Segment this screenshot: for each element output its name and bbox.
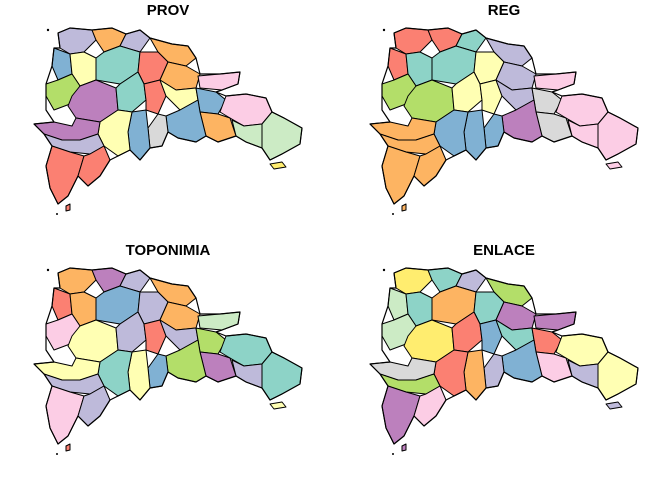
map-toponimia: [33, 267, 303, 455]
province-p18: [261, 111, 303, 161]
panel-prov: PROV: [0, 0, 336, 240]
province-group: [369, 267, 639, 445]
map-enlace: [369, 267, 639, 455]
province-p10: [197, 71, 241, 91]
island-cayo: [382, 28, 386, 32]
province-p1: [393, 27, 433, 55]
island-beata: [401, 203, 407, 212]
province-p18: [597, 111, 639, 161]
island-saona: [605, 161, 623, 170]
island-saona: [269, 161, 287, 170]
island-alto-velo: [56, 213, 58, 215]
island-outline: [369, 267, 639, 445]
panel-title: ENLACE: [473, 242, 535, 259]
province-p22: [483, 113, 505, 149]
panel-toponimia: TOPONIMIA: [0, 240, 336, 480]
province-p1: [393, 267, 433, 295]
province-p10: [533, 71, 577, 91]
panel-title: TOPONIMIA: [125, 242, 211, 259]
province-group: [33, 267, 303, 445]
island-outline: [33, 267, 303, 445]
island-alto-velo: [392, 453, 394, 455]
island-cayo: [382, 268, 386, 272]
island-beata: [401, 443, 407, 452]
panel-enlace: ENLACE: [336, 240, 672, 480]
map-reg: [369, 27, 639, 215]
province-group: [369, 27, 639, 205]
map-prov: [33, 27, 303, 215]
province-p1: [57, 27, 97, 55]
province-p18: [597, 351, 639, 401]
island-alto-velo: [392, 213, 394, 215]
panel-title: PROV: [146, 2, 190, 19]
province-group: [33, 27, 303, 205]
island-cayo: [46, 268, 50, 272]
island-alto-velo: [56, 453, 58, 455]
province-p10: [197, 311, 241, 331]
island-cayo: [46, 28, 50, 32]
island-outline: [33, 27, 303, 205]
province-p10: [533, 311, 577, 331]
panel-title: REG: [487, 2, 521, 19]
island-beata: [65, 443, 71, 452]
province-p22: [147, 353, 169, 389]
island-saona: [269, 401, 287, 410]
island-saona: [605, 401, 623, 410]
province-p22: [483, 353, 505, 389]
island-outline: [369, 27, 639, 205]
province-p18: [261, 351, 303, 401]
province-p1: [57, 267, 97, 295]
panel-reg: REG: [336, 0, 672, 240]
province-p22: [147, 113, 169, 149]
island-beata: [65, 203, 71, 212]
